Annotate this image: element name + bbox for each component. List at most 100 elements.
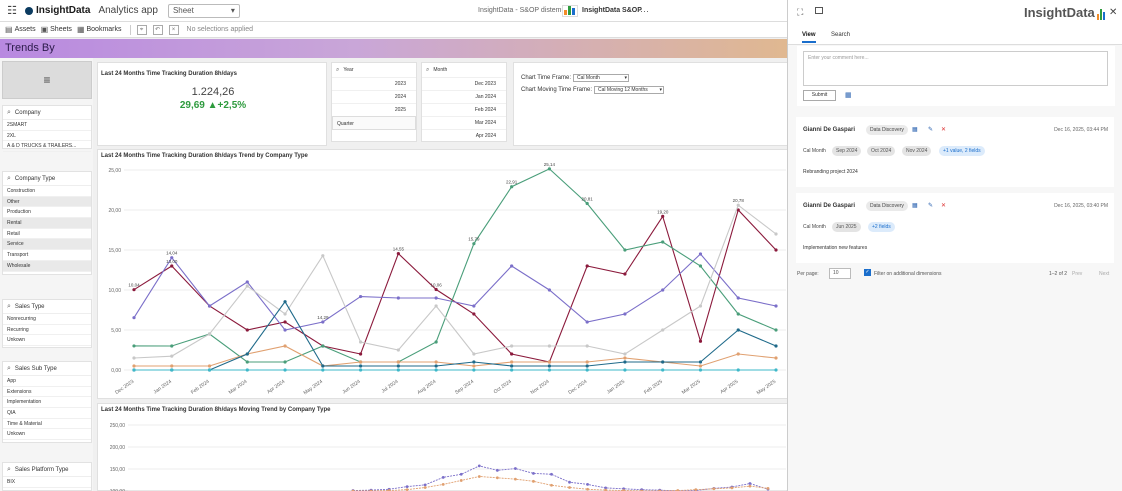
data-point [358, 340, 363, 344]
list-item[interactable]: Dec 2023 [422, 77, 506, 90]
assets-button[interactable]: ▤ Assets [5, 25, 36, 34]
kpi-card[interactable]: Last 24 Months Time Tracking Duration 8h… [97, 62, 327, 146]
app-breadcrumb[interactable]: InsightData - S&OP distemult [478, 7, 569, 14]
moving-trend-chart[interactable]: 100,00 150,00 200,00 250,00 [98, 404, 789, 491]
close-icon[interactable]: ✕ [1109, 7, 1118, 18]
comment-date: Dec 16, 2025, 03:40 PM [1054, 203, 1108, 209]
tab-search[interactable]: Search [831, 32, 851, 38]
edit-icon[interactable]: ✎ [928, 203, 934, 209]
list-item[interactable]: Construction [3, 186, 91, 197]
list-item[interactable]: Apr 2024 [422, 129, 506, 141]
list-item[interactable]: Production [3, 207, 91, 219]
x-tick-label: Mar 2024 [228, 379, 249, 396]
bookmarks-button[interactable]: ▦ Bookmarks [77, 25, 122, 34]
data-point [623, 312, 627, 316]
kpi-title: Last 24 Months Time Tracking Duration 8h… [101, 71, 237, 77]
data-point [405, 488, 409, 491]
table-icon[interactable]: ▦ [845, 92, 852, 99]
data-label: 15,79 [468, 237, 480, 242]
panel-logo-bars-icon [1096, 8, 1105, 20]
sheet-title-band: Trends By [0, 39, 790, 58]
filter-sales-type[interactable]: ⌕ Sales Type Nonrecurring Recurring Unkow… [2, 299, 92, 348]
trend-chart-card[interactable]: Last 24 Months Time Tracking Duration 8h… [97, 149, 788, 399]
menu-button[interactable]: ≡ [2, 61, 92, 99]
table-icon[interactable]: ▦ [912, 203, 918, 209]
submit-button[interactable]: Submit [803, 90, 836, 101]
more-values-chip[interactable]: +2 fields [868, 222, 895, 232]
logo[interactable]: InsightData [25, 5, 90, 16]
filter-checkbox[interactable]: ✓ [864, 269, 871, 276]
filter-sales-sub-type[interactable]: ⌕ Sales Sub Type App Extensions Implement… [2, 361, 92, 443]
filter-company[interactable]: ⌕ Company 2SMART 2XL A & D TRUCKS & TRAIL… [2, 105, 92, 153]
list-item[interactable]: Unkown [3, 429, 91, 441]
table-icon[interactable]: ▦ [912, 127, 918, 133]
sheet-select[interactable]: Sheet [167, 3, 240, 18]
list-item[interactable]: 2023 [332, 77, 416, 90]
tab-view[interactable]: View [802, 32, 816, 43]
list-item[interactable]: 2024 [332, 90, 416, 103]
toolbar-divider [129, 24, 131, 35]
list-item[interactable]: QIA [3, 408, 91, 419]
data-point [585, 364, 589, 368]
list-item[interactable]: 2SMART [3, 120, 91, 131]
prev-button[interactable]: Prev [1072, 271, 1083, 277]
filter-company-type[interactable]: ⌕ Company Type Construction Other Product… [2, 171, 92, 275]
list-item[interactable]: Other [3, 196, 91, 208]
smart-search-icon[interactable]: ⌖ [136, 24, 147, 35]
year-listbox[interactable]: ⌕ Year 2023 2024 2025 Quarter [331, 62, 417, 142]
data-point [586, 483, 589, 486]
more-values-chip[interactable]: +1 value, 2 fields [939, 146, 985, 156]
list-item[interactable]: Recurring [3, 325, 91, 336]
list-item[interactable]: Implementation [3, 397, 91, 409]
comment-card[interactable]: Gianni De Gaspari Data Discovery ▦ ✎ ✕ D… [796, 193, 1114, 263]
filter-sales-platform-type[interactable]: ⌕ Sales Platform Type BIX [2, 462, 92, 491]
list-item[interactable]: Unkown [3, 335, 91, 347]
window-icon[interactable] [815, 7, 823, 14]
chart-time-frame-select[interactable]: Cal Month [573, 74, 630, 82]
comment-author: Gianni De Gaspari [803, 127, 856, 133]
app-grid-icon[interactable]: ☷ [7, 5, 17, 17]
list-item[interactable]: BIX [3, 477, 91, 488]
chart-moving-time-frame-label: Chart Moving Time Frame: [521, 87, 593, 93]
comment-card[interactable]: Gianni De Gaspari Data Discovery ▦ ✎ ✕ D… [796, 117, 1114, 187]
sheets-button[interactable]: ▣ Sheets [41, 25, 72, 34]
per-page-select[interactable]: 10 [829, 268, 851, 279]
list-item[interactable]: 2025 [332, 103, 416, 116]
list-item[interactable]: Mar 2024 [422, 116, 506, 129]
list-item[interactable]: Nonrecurring [3, 314, 91, 325]
x-tick-label: Mar 2025 [681, 379, 702, 396]
step-back-icon[interactable]: ↶ [152, 24, 163, 35]
list-item[interactable]: Time & Material [3, 419, 91, 430]
edit-icon[interactable]: ✎ [928, 127, 934, 133]
list-item[interactable]: Service [3, 239, 91, 251]
more-menu-icon[interactable]: ··· [640, 5, 649, 16]
data-point [774, 344, 778, 348]
next-button[interactable]: Next [1099, 271, 1110, 277]
delete-icon[interactable]: ✕ [941, 203, 947, 209]
clear-selections-icon[interactable]: × [168, 24, 179, 35]
brand-link[interactable]: InsightData S&OP [562, 4, 642, 17]
moving-trend-chart-card[interactable]: Last 24 Months Time Tracking Duration 8h… [97, 403, 788, 491]
list-item[interactable]: Extensions [3, 387, 91, 398]
list-item[interactable]: Feb 2024 [422, 103, 506, 116]
quarter-listbox[interactable]: Quarter [332, 116, 416, 130]
chart-moving-time-frame-select[interactable]: Cal Moving 12 Months [594, 86, 665, 94]
trend-chart[interactable]: 0,00 5,00 10,00 15,00 20,00 25,00 Dec 2023 Jan … [98, 150, 789, 400]
list-item[interactable]: Jan 2024 [422, 90, 506, 103]
list-item[interactable]: Transport [3, 250, 91, 261]
delete-icon[interactable]: ✕ [941, 127, 947, 133]
month-listbox[interactable]: ⌕ Month Dec 2023 Jan 2024 Feb 2024 Mar 20… [421, 62, 507, 142]
list-item[interactable]: App [3, 376, 91, 387]
search-icon: ⌕ [7, 302, 11, 310]
list-item[interactable]: A & D TRUCKS & TRAILERS... [3, 141, 91, 153]
data-point [132, 344, 136, 348]
list-item[interactable]: 2XL [3, 131, 91, 142]
list-item[interactable]: Wholesale [3, 260, 91, 272]
data-point [434, 340, 438, 344]
data-point [245, 284, 249, 288]
list-item[interactable]: Rental [3, 218, 91, 229]
expand-icon[interactable]: ⛶ [797, 7, 804, 17]
list-item[interactable]: Retail [3, 229, 91, 240]
comment-input[interactable]: Enter your comment here... [803, 51, 1108, 86]
